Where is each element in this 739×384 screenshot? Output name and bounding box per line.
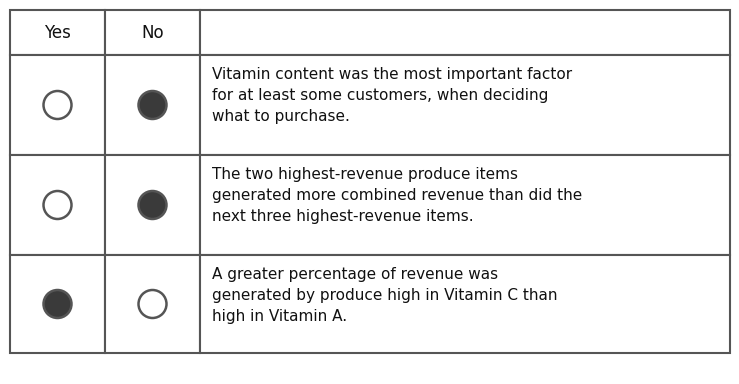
Bar [200, 10, 730, 55]
Text: No: No [141, 23, 164, 41]
Bar [10, 10, 105, 55]
Circle shape [44, 91, 72, 119]
Circle shape [44, 290, 72, 318]
Bar [10, 255, 105, 353]
Circle shape [138, 91, 166, 119]
Bar [200, 255, 730, 353]
Bar [10, 55, 105, 155]
Bar [200, 155, 730, 255]
Text: A greater percentage of revenue was
generated by produce high in Vitamin C than
: A greater percentage of revenue was gene… [212, 267, 557, 324]
Bar [105, 255, 200, 353]
Circle shape [138, 191, 166, 219]
Bar [105, 155, 200, 255]
Bar [10, 155, 105, 255]
Circle shape [138, 290, 166, 318]
Text: Vitamin content was the most important factor
for at least some customers, when : Vitamin content was the most important f… [212, 67, 572, 124]
Bar [200, 55, 730, 155]
Circle shape [44, 191, 72, 219]
Text: Yes: Yes [44, 23, 71, 41]
Bar [105, 55, 200, 155]
Bar [105, 10, 200, 55]
Text: The two highest-revenue produce items
generated more combined revenue than did t: The two highest-revenue produce items ge… [212, 167, 582, 224]
